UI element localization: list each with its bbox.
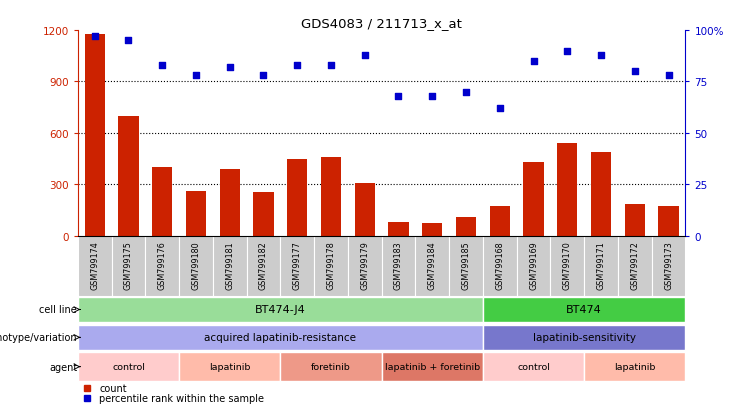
Text: GSM799182: GSM799182	[259, 241, 268, 290]
Point	[562, 48, 574, 55]
Text: GSM799184: GSM799184	[428, 241, 436, 290]
Text: agent: agent	[49, 362, 77, 372]
Text: GSM799169: GSM799169	[529, 241, 538, 290]
Bar	[523, 163, 544, 236]
Point	[156, 62, 168, 69]
Text: GSM799181: GSM799181	[225, 241, 234, 290]
Text: lapatinib: lapatinib	[209, 362, 250, 371]
Text: genotype/variation: genotype/variation	[0, 332, 77, 342]
Point	[629, 69, 641, 75]
Bar	[516, 236, 551, 296]
Bar	[287, 159, 308, 236]
Text: lapatinib-sensitivity: lapatinib-sensitivity	[533, 332, 636, 342]
Point	[426, 93, 438, 100]
Text: lapatinib + foretinib: lapatinib + foretinib	[385, 362, 480, 371]
Text: GSM799177: GSM799177	[293, 241, 302, 290]
Point	[89, 34, 101, 40]
Bar	[78, 353, 179, 381]
Text: cell line: cell line	[39, 305, 77, 315]
Bar	[659, 206, 679, 236]
Point	[325, 62, 337, 69]
Bar	[280, 353, 382, 381]
Bar	[247, 236, 280, 296]
Text: GSM799170: GSM799170	[562, 241, 572, 290]
Point	[595, 52, 607, 59]
Text: BT474: BT474	[566, 305, 602, 315]
Bar	[625, 204, 645, 236]
Bar	[483, 297, 685, 323]
Bar	[490, 206, 510, 236]
Bar	[591, 152, 611, 236]
Bar	[78, 236, 112, 296]
Text: acquired lapatinib-resistance: acquired lapatinib-resistance	[205, 332, 356, 342]
Text: control: control	[517, 362, 550, 371]
Bar	[388, 222, 408, 236]
Bar	[584, 236, 618, 296]
Bar	[416, 236, 449, 296]
Bar	[219, 169, 240, 236]
Text: lapatinib: lapatinib	[614, 362, 656, 371]
Text: GSM799179: GSM799179	[360, 241, 369, 290]
Text: GSM799175: GSM799175	[124, 241, 133, 290]
Text: GSM799172: GSM799172	[631, 241, 639, 290]
Bar	[280, 236, 314, 296]
Title: GDS4083 / 211713_x_at: GDS4083 / 211713_x_at	[301, 17, 462, 30]
Point	[258, 73, 270, 79]
Text: BT474-J4: BT474-J4	[255, 305, 306, 315]
Text: control: control	[112, 362, 145, 371]
Bar	[557, 144, 577, 236]
Point	[528, 58, 539, 65]
Bar	[78, 297, 483, 323]
Text: GSM799185: GSM799185	[462, 241, 471, 290]
Bar	[456, 217, 476, 236]
Bar	[449, 236, 483, 296]
Point	[494, 106, 505, 112]
Bar	[382, 353, 483, 381]
Bar	[314, 236, 348, 296]
Bar	[253, 192, 273, 236]
Point	[190, 73, 202, 79]
Bar	[483, 325, 685, 350]
Point	[393, 93, 405, 100]
Text: GSM799174: GSM799174	[90, 241, 99, 290]
Text: GSM799168: GSM799168	[495, 241, 505, 290]
Bar	[84, 35, 104, 236]
Point	[122, 38, 134, 45]
Bar	[186, 192, 206, 236]
Text: GSM799173: GSM799173	[664, 241, 673, 290]
Text: foretinib: foretinib	[311, 362, 350, 371]
Bar	[422, 223, 442, 236]
Point	[460, 89, 472, 96]
Bar	[145, 236, 179, 296]
Bar	[551, 236, 584, 296]
Point	[291, 62, 303, 69]
Bar	[179, 236, 213, 296]
Point	[359, 52, 370, 59]
Bar	[119, 116, 139, 236]
Text: GSM799183: GSM799183	[394, 241, 403, 290]
Bar	[213, 236, 247, 296]
Text: percentile rank within the sample: percentile rank within the sample	[99, 393, 264, 403]
Bar	[483, 353, 584, 381]
Text: GSM799171: GSM799171	[597, 241, 605, 290]
Bar	[152, 168, 173, 236]
Text: GSM799180: GSM799180	[191, 241, 201, 290]
Text: count: count	[99, 383, 127, 393]
Bar	[348, 236, 382, 296]
Bar	[382, 236, 416, 296]
Point	[224, 64, 236, 71]
Bar	[651, 236, 685, 296]
Bar	[355, 183, 375, 236]
Text: GSM799176: GSM799176	[158, 241, 167, 290]
Point	[662, 73, 674, 79]
Text: GSM799178: GSM799178	[327, 241, 336, 290]
Bar	[483, 236, 516, 296]
Bar	[584, 353, 685, 381]
Bar	[618, 236, 651, 296]
Bar	[321, 157, 341, 236]
Bar	[78, 325, 483, 350]
Bar	[179, 353, 280, 381]
Bar	[112, 236, 145, 296]
